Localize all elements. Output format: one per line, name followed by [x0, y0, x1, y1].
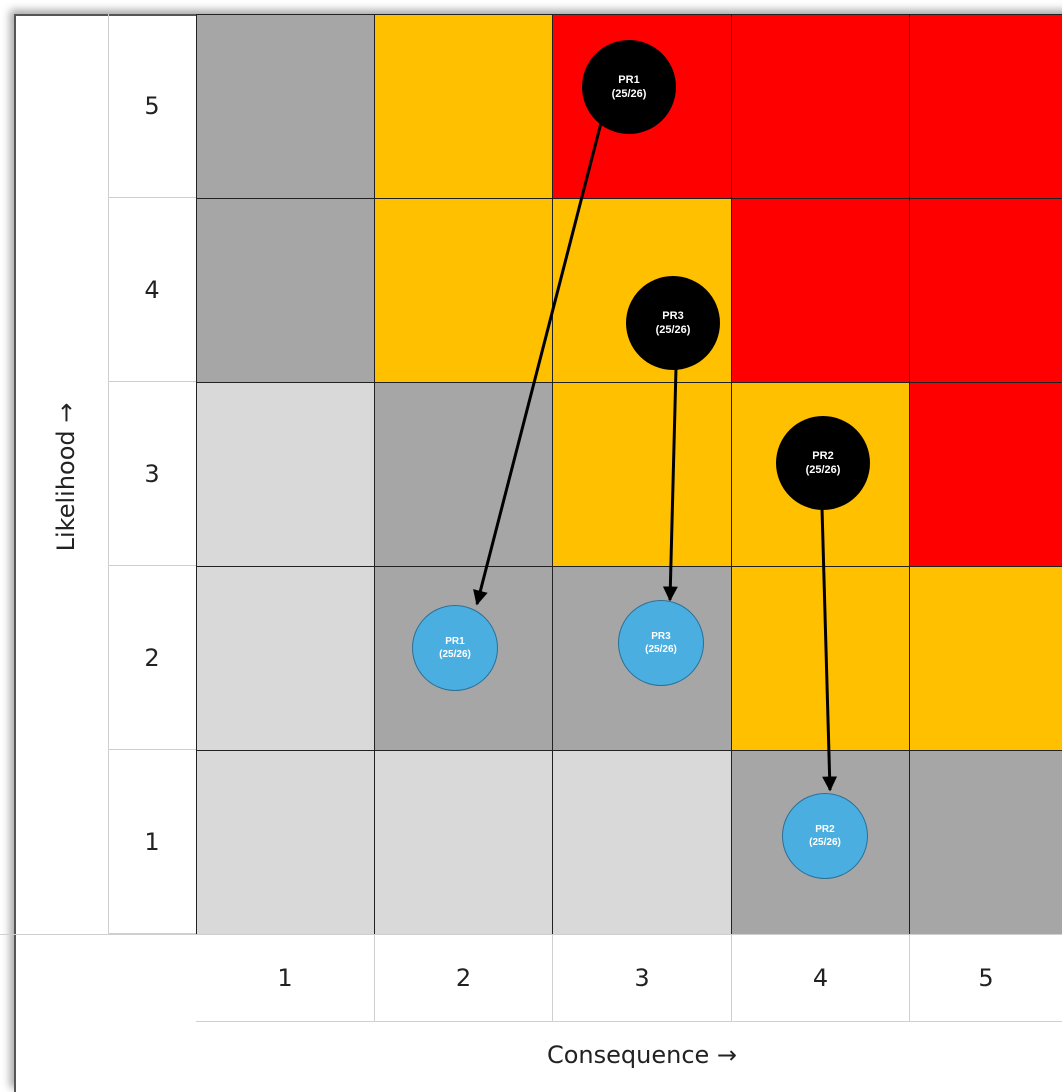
col-label-4: 4 [732, 935, 910, 1021]
row-label-3: 3 [108, 382, 196, 566]
pr2-current-marker[interactable]: PR2 (25/26) [776, 416, 870, 510]
pr3-arrow [662, 367, 678, 602]
x-axis-label: Consequence → [546, 1041, 738, 1069]
marker-title: PR2 [812, 450, 834, 462]
pr3-current-marker[interactable]: PR3 (25/26) [626, 276, 720, 370]
row-label-1: 1 [108, 750, 196, 934]
pr2-arrow [820, 507, 838, 792]
matrix-cell-l5-c5 [909, 14, 1062, 199]
marker-title: PR1 [618, 74, 640, 86]
col-label-2: 2 [375, 935, 553, 1021]
matrix-cell-l1-c5 [909, 750, 1062, 935]
x-axis-divider [196, 1021, 1062, 1022]
matrix-cell-l2-c5 [909, 566, 1062, 751]
pr1-current-marker[interactable]: PR1 (25/26) [582, 40, 676, 134]
y-axis-label-column [24, 14, 109, 935]
row-label-2: 2 [108, 566, 196, 750]
matrix-cell-l4-c2 [374, 198, 553, 383]
matrix-cell-l3-c3 [552, 382, 732, 567]
marker-title: PR2 [815, 824, 835, 835]
col-label-5: 5 [978, 964, 994, 992]
pr2-target-marker[interactable]: PR2 (25/26) [782, 793, 868, 879]
marker-subtitle: (25/26) [809, 837, 841, 848]
marker-title: PR3 [662, 310, 684, 322]
marker-subtitle: (25/26) [645, 644, 677, 655]
marker-title: PR3 [651, 631, 671, 642]
matrix-cell-l1-c3 [552, 750, 732, 935]
pr3-target-marker[interactable]: PR3 (25/26) [618, 600, 704, 686]
col-label-1: 1 [196, 935, 375, 1021]
matrix-cell-l2-c1 [196, 566, 375, 751]
marker-title: PR1 [445, 636, 465, 647]
marker-subtitle: (25/26) [611, 88, 647, 100]
matrix-cell-l1-c2 [374, 750, 553, 935]
row-label-5: 5 [108, 14, 196, 198]
row-label-4: 4 [108, 198, 196, 382]
divider-line [0, 934, 1062, 935]
pr1-target-marker[interactable]: PR1 (25/26) [412, 605, 498, 691]
matrix-cell-l3-c2 [374, 382, 553, 567]
matrix-cell-l4-c4 [731, 198, 910, 383]
pr1-arrow [473, 122, 603, 606]
marker-subtitle: (25/26) [439, 649, 471, 660]
col-label-3: 3 [553, 935, 732, 1021]
marker-subtitle: (25/26) [655, 324, 691, 336]
matrix-cell-l3-c5 [909, 382, 1062, 567]
marker-subtitle: (25/26) [805, 464, 841, 476]
